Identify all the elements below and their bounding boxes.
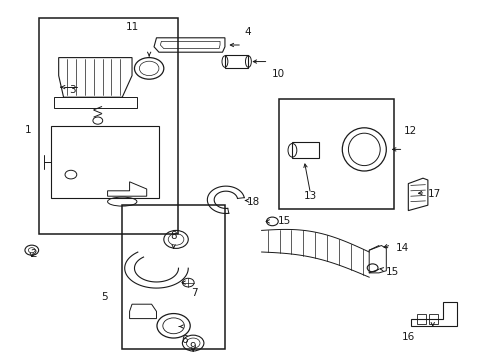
Text: 18: 18 [246, 197, 260, 207]
Bar [51, 126, 159, 198]
Bar [416, 314, 425, 324]
Text: 3: 3 [69, 85, 76, 95]
Text: 1: 1 [25, 125, 32, 135]
Text: 10: 10 [271, 69, 284, 79]
Text: 14: 14 [395, 243, 408, 253]
Bar [122, 205, 224, 349]
Bar [428, 314, 437, 324]
Text: 8: 8 [170, 231, 177, 241]
Bar [39, 18, 178, 234]
Text: 17: 17 [427, 189, 440, 199]
Text: 9: 9 [189, 342, 196, 352]
Text: 2: 2 [30, 249, 37, 259]
Text: 11: 11 [125, 22, 139, 32]
Bar [224, 55, 248, 68]
Bar [278, 99, 393, 209]
Text: 5: 5 [101, 292, 107, 302]
Text: 7: 7 [190, 288, 197, 298]
Text: 12: 12 [403, 126, 416, 136]
Text: 6: 6 [181, 335, 187, 345]
Bar [292, 142, 319, 158]
Text: 15: 15 [386, 267, 399, 277]
Text: 4: 4 [244, 27, 251, 37]
Text: 16: 16 [401, 332, 414, 342]
Text: 15: 15 [277, 216, 290, 226]
Text: 13: 13 [303, 191, 317, 201]
